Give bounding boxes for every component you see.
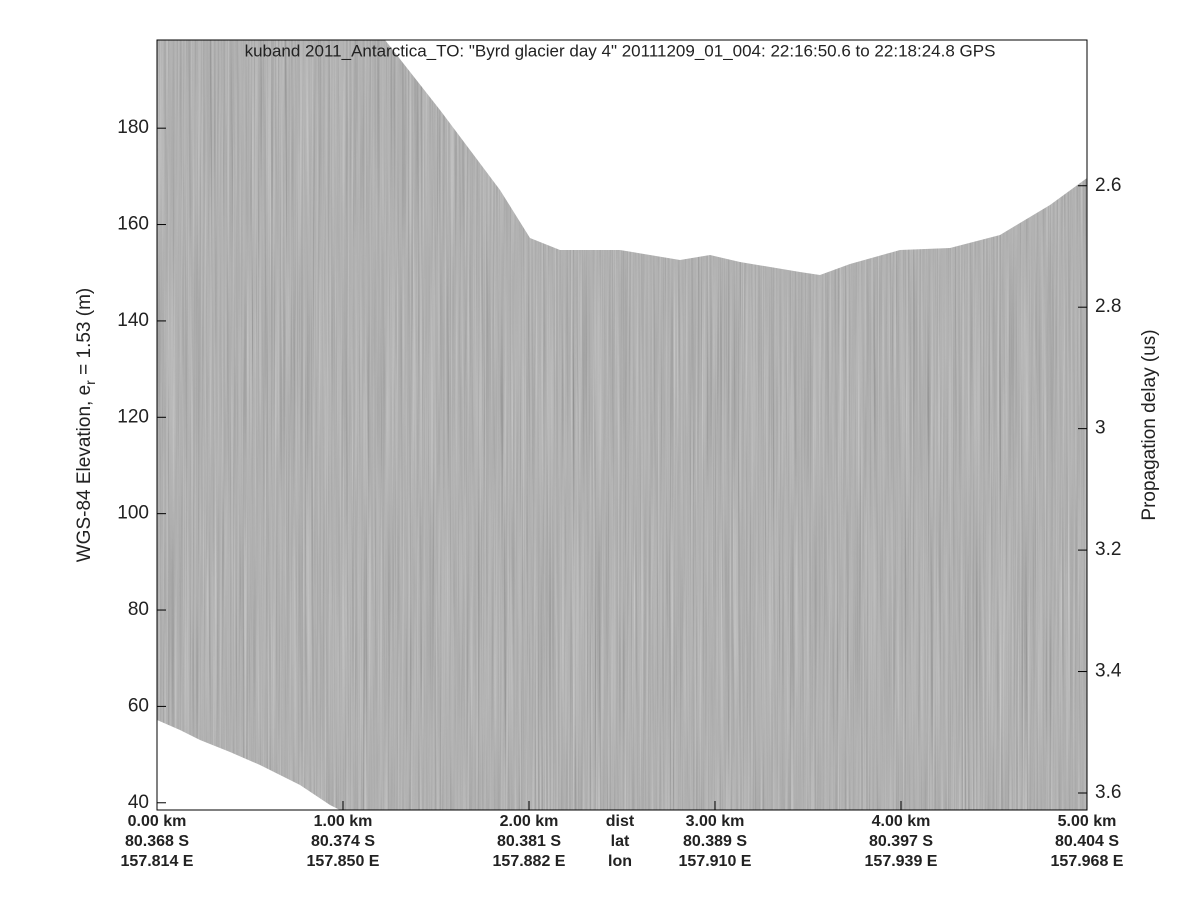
y-tick-label: 160 bbox=[117, 214, 149, 235]
plot-frame bbox=[156, 39, 1088, 811]
y2-axis-label: Propagation delay (us) bbox=[1139, 329, 1160, 520]
lon-label: 157.939 E bbox=[865, 853, 938, 870]
x-tick-label: 5.00 km bbox=[1058, 813, 1117, 830]
y-tick-label: 120 bbox=[117, 406, 149, 427]
lon-label: 157.814 E bbox=[121, 853, 194, 870]
y-tick-label: 180 bbox=[117, 117, 149, 138]
lon-label: 157.910 E bbox=[679, 853, 752, 870]
y-tick-label: 100 bbox=[117, 503, 149, 524]
lat-label: 80.404 S bbox=[1055, 833, 1119, 850]
y-axis-label: WGS-84 Elevation, er = 1.53 (m) bbox=[74, 288, 98, 563]
row-name: lon bbox=[608, 853, 632, 870]
chart-title: kuband 2011_Antarctica_TO: "Byrd glacier… bbox=[245, 41, 996, 60]
lat-label: 80.374 S bbox=[311, 833, 375, 850]
y-axis-label-part: = 1.53 (m) bbox=[74, 288, 95, 380]
y-tick-label: 60 bbox=[128, 695, 149, 716]
x-tick-label: 1.00 km bbox=[314, 813, 373, 830]
lon-label: 157.968 E bbox=[1051, 853, 1124, 870]
lat-label: 80.381 S bbox=[497, 833, 561, 850]
x-tick-label: 0.00 km bbox=[128, 813, 187, 830]
x-tick-label: 3.00 km bbox=[686, 813, 745, 830]
y-axis-label-sub: r bbox=[82, 380, 98, 385]
lat-label: 80.389 S bbox=[683, 833, 747, 850]
echogram bbox=[157, 40, 1087, 810]
row-name: dist bbox=[606, 813, 635, 830]
y-tick-label: 140 bbox=[117, 310, 149, 331]
y-axis-label-part: WGS-84 Elevation, e bbox=[74, 385, 95, 562]
y2-tick-label: 3 bbox=[1095, 418, 1106, 439]
y2-tick-label: 2.8 bbox=[1095, 296, 1121, 317]
y2-tick-label: 2.6 bbox=[1095, 175, 1121, 196]
row-name: lat bbox=[611, 833, 630, 850]
y-tick-label: 40 bbox=[128, 792, 149, 813]
y-tick-label: 80 bbox=[128, 599, 149, 620]
lon-label: 157.882 E bbox=[493, 853, 566, 870]
x-tick-label: 2.00 km bbox=[500, 813, 559, 830]
lat-label: 80.368 S bbox=[125, 833, 189, 850]
x-tick-label: 4.00 km bbox=[872, 813, 931, 830]
y2-tick-label: 3.6 bbox=[1095, 782, 1121, 803]
lon-label: 157.850 E bbox=[307, 853, 380, 870]
y2-tick-label: 3.4 bbox=[1095, 661, 1122, 682]
lat-label: 80.397 S bbox=[869, 833, 933, 850]
y2-tick-label: 3.2 bbox=[1095, 539, 1121, 560]
